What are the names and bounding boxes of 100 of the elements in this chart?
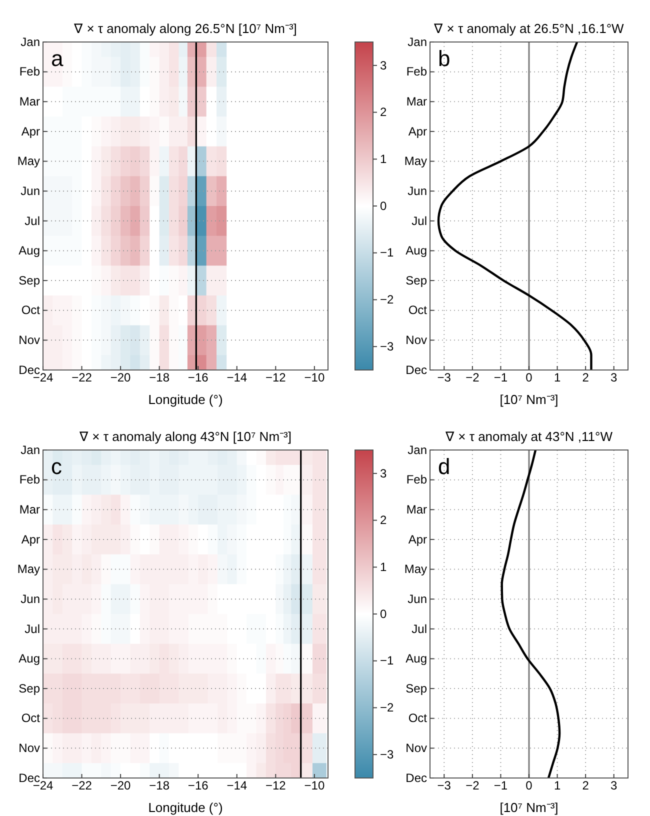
x-tick-label: −22 — [72, 370, 92, 385]
y-tick-label: Aug — [18, 244, 40, 258]
y-tick-label: Nov — [18, 741, 40, 756]
x-tick-label: −3 — [437, 370, 452, 385]
annotation: b — [438, 46, 450, 71]
annotation: c — [51, 454, 62, 479]
x-tick-label: −18 — [149, 778, 170, 793]
y-tick-label: Mar — [19, 94, 40, 108]
y-tick-label: Nov — [18, 333, 40, 348]
y-tick-label: Oct — [21, 711, 41, 726]
x-tick-label: −16 — [188, 370, 209, 385]
x-tick-label: −1 — [494, 370, 508, 385]
y-tick-label: Jun — [408, 184, 427, 198]
x-tick-label: −20 — [110, 778, 132, 793]
x-tick-label: −2 — [466, 370, 480, 385]
x-axis-title: [10⁷ Nm⁻³] — [500, 800, 558, 815]
x-tick-label: 3 — [610, 370, 618, 385]
x-tick-label: −2 — [466, 778, 480, 793]
y-tick-label: May — [404, 154, 427, 168]
y-tick-label: Jun — [20, 184, 40, 198]
x-tick-label: −12 — [265, 778, 286, 793]
color-bar-label: −2 — [380, 292, 394, 307]
y-tick-label: Jan — [20, 34, 40, 49]
y-tick-label: Jan — [20, 442, 40, 457]
y-tick-label: Jun — [20, 592, 40, 606]
y-tick-label: Apr — [21, 124, 40, 138]
x-tick-label: 0 — [526, 370, 533, 385]
y-tick-label: Dec — [406, 770, 427, 785]
x-axis-title: [10⁷ Nm⁻³] — [500, 392, 558, 407]
y-tick-label: Mar — [406, 502, 427, 516]
y-tick-label: Apr — [408, 124, 427, 138]
x-tick-label: 2 — [582, 778, 590, 793]
y-tick-label: Apr — [408, 532, 427, 546]
color-bar-label: −1 — [380, 246, 394, 260]
y-tick-label: Feb — [19, 64, 40, 79]
chart-title: ∇ × τ anomaly at 26.5°N ,16.1°W — [433, 21, 625, 36]
y-tick-label: Feb — [406, 64, 428, 79]
y-tick-label: Oct — [408, 711, 428, 726]
y-tick-label: Mar — [406, 94, 427, 108]
color-bar-label: 1 — [380, 152, 387, 166]
x-tick-label: −22 — [72, 778, 92, 793]
y-tick-label: Feb — [19, 472, 40, 487]
color-bar-label: 2 — [380, 513, 387, 528]
x-tick-label: −16 — [188, 778, 209, 793]
y-tick-label: Jul — [24, 214, 40, 228]
x-tick-label: −1 — [494, 778, 508, 793]
x-tick-label: 3 — [610, 778, 618, 793]
y-tick-label: Aug — [406, 244, 427, 258]
y-tick-label: Oct — [21, 303, 41, 318]
y-tick-label: Sep — [18, 681, 40, 696]
y-tick-label: May — [404, 562, 427, 576]
y-tick-label: Jul — [412, 622, 427, 636]
x-tick-label: −14 — [226, 778, 248, 793]
x-tick-label: −10 — [304, 370, 325, 385]
x-tick-label: −14 — [226, 370, 248, 385]
y-tick-label: Sep — [406, 273, 428, 288]
y-tick-label: Jul — [412, 214, 427, 228]
x-tick-label: −3 — [437, 778, 452, 793]
y-tick-label: Nov — [406, 333, 427, 348]
y-tick-label: Sep — [18, 273, 40, 288]
y-tick-label: Jan — [408, 442, 427, 457]
x-axis-title: Longitude (°) — [148, 392, 223, 407]
annotation: d — [438, 454, 450, 479]
chart-title: ∇ × τ anomaly along 26.5°N [10⁷ Nm⁻³] — [73, 21, 297, 36]
x-tick-label: −10 — [304, 778, 325, 793]
y-tick-label: Feb — [406, 472, 428, 487]
y-tick-label: Apr — [21, 532, 40, 546]
y-tick-label: May — [17, 154, 40, 168]
y-tick-label: Jul — [24, 622, 40, 636]
y-tick-label: Jun — [408, 592, 427, 606]
y-tick-label: Mar — [19, 502, 40, 516]
y-tick-label: Nov — [406, 741, 427, 756]
chart-title: ∇ × τ anomaly at 43°N ,11°W — [444, 429, 614, 444]
y-tick-label: Aug — [18, 652, 40, 666]
y-tick-label: Aug — [406, 652, 427, 666]
y-tick-label: Jan — [408, 34, 427, 49]
y-tick-label: May — [17, 562, 40, 576]
x-tick-label: 0 — [526, 778, 533, 793]
color-bar-label: 0 — [380, 198, 387, 213]
annotation: a — [51, 46, 64, 71]
x-axis-title: Longitude (°) — [148, 800, 223, 815]
x-tick-label: −18 — [149, 370, 170, 385]
x-tick-label: 1 — [554, 370, 561, 385]
color-bar-label: 2 — [380, 105, 387, 120]
y-tick-label: Sep — [406, 681, 428, 696]
color-bar-label: −2 — [380, 700, 394, 715]
color-bar-label: −3 — [380, 339, 394, 354]
color-bar-label: 1 — [380, 560, 387, 574]
color-bar-label: −3 — [380, 747, 394, 762]
color-bar-label: −1 — [380, 654, 394, 668]
x-tick-label: −12 — [265, 370, 286, 385]
color-bar-label: 0 — [380, 606, 387, 621]
color-bar-label: 3 — [380, 466, 387, 480]
y-tick-label: Oct — [408, 303, 428, 318]
y-tick-label: Dec — [406, 362, 427, 377]
x-tick-label: 2 — [582, 370, 590, 385]
chart-title: ∇ × τ anomaly along 43°N [10⁷ Nm⁻³] — [78, 429, 292, 444]
x-tick-label: −20 — [110, 370, 132, 385]
x-tick-label: 1 — [554, 778, 561, 793]
color-bar-label: 3 — [380, 58, 387, 72]
